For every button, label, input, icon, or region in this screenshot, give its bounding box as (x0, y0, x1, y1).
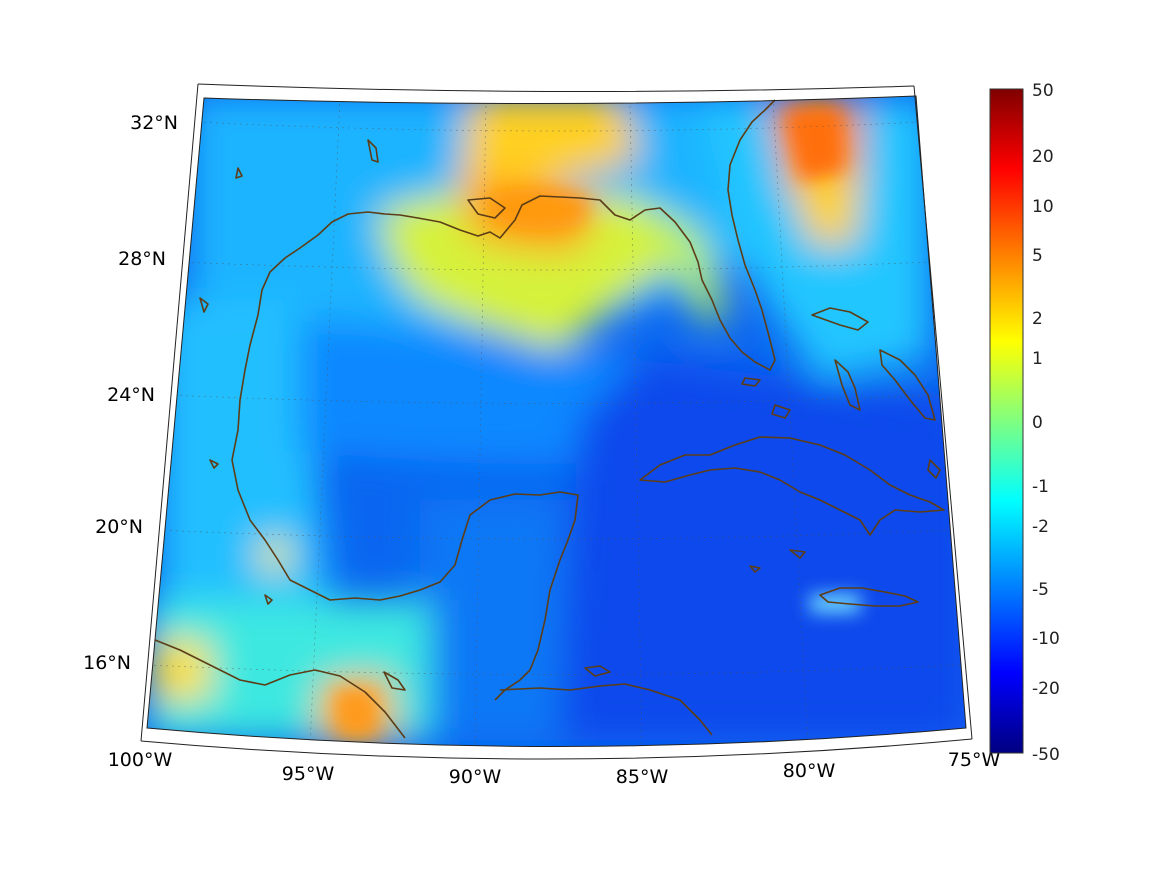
lat-label-32n: 32°N (130, 112, 178, 134)
colorbar-tick-label: 5 (1032, 246, 1043, 266)
colorbar-tick-label: 2 (1032, 309, 1043, 329)
colorbar-tick-label: 50 (1032, 81, 1054, 101)
colorbar-tick-label: 10 (1032, 197, 1054, 217)
colorbar-gradient (989, 88, 1024, 754)
lat-label-20n: 20°N (95, 516, 143, 538)
lon-label-100w: 100°W (108, 749, 173, 771)
colorbar-tick-label: -20 (1032, 679, 1060, 699)
colorbar-tick-label: -2 (1032, 517, 1049, 537)
colorbar-tick-label: -5 (1032, 580, 1049, 600)
lat-label-28n: 28°N (118, 248, 166, 270)
lat-label-16n: 16°N (83, 652, 131, 674)
lat-label-24n: 24°N (107, 384, 155, 406)
colorbar-tick-label: 20 (1032, 147, 1054, 167)
colorbar-tick-label: -1 (1032, 477, 1049, 497)
longitude-labels: 100°W 95°W 90°W 85°W 80°W 75°W (108, 749, 1001, 788)
colorbar-tick-label: 0 (1032, 413, 1043, 433)
colorbar-tick-label: -50 (1032, 745, 1060, 765)
coastlines (154, 99, 945, 739)
latitude-labels: 32°N 28°N 24°N 20°N 16°N (83, 112, 178, 674)
lon-label-85w: 85°W (616, 766, 669, 788)
lon-label-95w: 95°W (282, 763, 335, 785)
colorbar: 50 20 10 5 2 1 0 -1 -2 -5 -10 -20 -50 (989, 81, 1060, 765)
colorbar-tick-label: -10 (1032, 629, 1060, 649)
lon-label-90w: 90°W (449, 766, 502, 788)
lon-label-75w: 75°W (948, 749, 1001, 771)
graticule (147, 97, 961, 747)
lon-label-80w: 80°W (783, 760, 836, 782)
data-field (147, 96, 966, 747)
map-frame (140, 83, 973, 760)
colorbar-tick-label: 1 (1032, 349, 1043, 369)
